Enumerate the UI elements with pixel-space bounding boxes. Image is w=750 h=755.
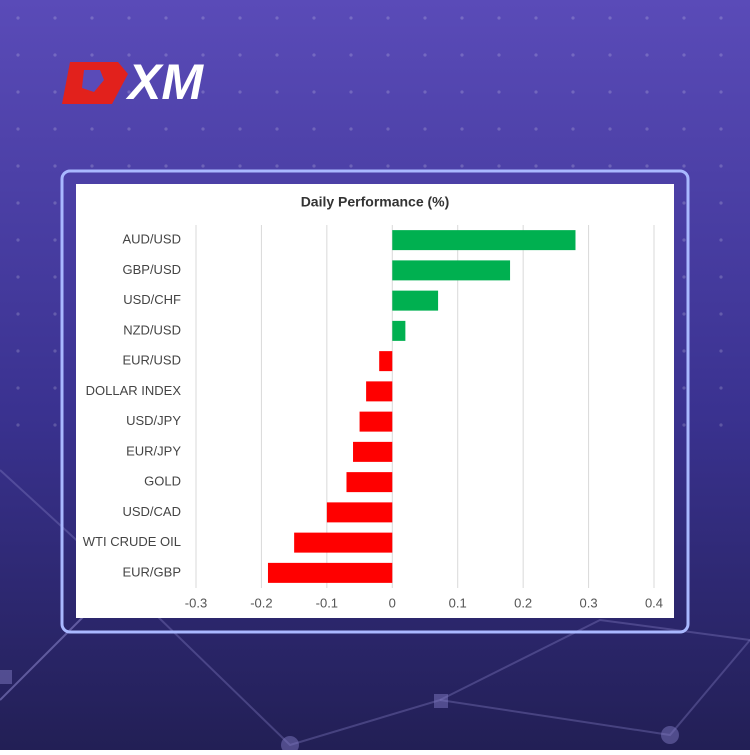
bar [353,441,393,462]
bar [392,230,576,251]
y-tick-label: WTI CRUDE OIL [83,534,181,549]
x-tick-label: 0 [389,595,396,610]
bar [379,351,393,372]
bar [392,320,406,341]
x-tick-label: 0.4 [645,595,663,610]
y-tick-label: AUD/USD [122,232,181,247]
bar [366,381,393,402]
bar [392,290,439,311]
bar [294,532,393,553]
x-tick-label: -0.3 [185,595,207,610]
chart-title: Daily Performance (%) [301,194,450,210]
logo-text: XM [125,54,204,110]
y-tick-label: GBP/USD [122,262,181,277]
y-tick-label: DOLLAR INDEX [86,383,182,398]
bar [267,562,393,583]
y-tick-label: EUR/GBP [122,564,181,579]
x-tick-label: -0.2 [250,595,272,610]
y-tick-label: EUR/USD [122,353,181,368]
bar [326,502,393,523]
x-tick-label: 0.2 [514,595,532,610]
bar [359,411,393,432]
logo-cutout [82,70,104,92]
y-tick-label: USD/CAD [122,504,181,519]
logo: XM [62,54,204,110]
x-tick-label: 0.1 [449,595,467,610]
y-tick-label: USD/CHF [123,292,181,307]
y-tick-label: EUR/JPY [126,443,181,458]
bar [346,472,393,493]
y-tick-label: NZD/USD [123,322,181,337]
y-tick-label: GOLD [144,474,181,489]
x-tick-label: -0.1 [316,595,338,610]
y-tick-label: USD/JPY [126,413,181,428]
frame [60,169,690,634]
x-tick-label: 0.3 [580,595,598,610]
bar [392,260,511,281]
